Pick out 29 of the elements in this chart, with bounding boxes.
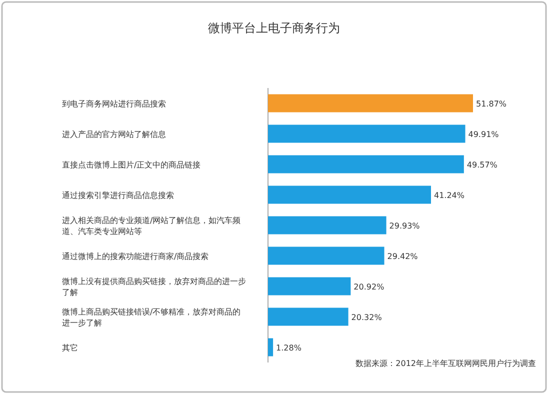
data-label: 1.28%	[276, 343, 302, 352]
y-tick-label: 微博上商品购买链接错误/不够精准，放弃对商品的进一步了解	[62, 307, 241, 328]
bar	[268, 155, 464, 174]
data-label: 49.57%	[466, 160, 498, 170]
y-tick-label: 微博上没有提供商品购买链接，放弃对商品的进一步了解	[62, 276, 246, 297]
bar	[268, 124, 466, 143]
data-label: 29.93%	[389, 221, 420, 230]
data-label: 20.92%	[354, 282, 385, 292]
chart-title: 微博平台上电子商务行为	[208, 21, 340, 35]
y-tick-label: 直接点击微博上图片/正文中的商品链接	[62, 160, 201, 170]
data-label: 29.42%	[387, 252, 418, 261]
y-tick-label: 进入相关商品的专业频道/网站了解信息，如汽车频道、汽车类专业网站等	[62, 216, 241, 236]
bar	[268, 94, 473, 112]
bar	[268, 338, 274, 356]
data-label: 51.87%	[476, 99, 507, 108]
y-tick-label: 通过微博上的搜索功能进行商家/商品搜索	[62, 252, 209, 261]
y-tick-label: 到电子商务网站进行商品搜索	[62, 99, 166, 108]
bar	[268, 308, 348, 326]
bar	[268, 277, 351, 296]
data-label: 20.32%	[351, 312, 382, 322]
annotation: 数据来源：2012年上半年互联网网民用户行为调查	[356, 359, 536, 368]
data-label: 49.91%	[468, 130, 500, 139]
bar	[268, 216, 386, 234]
y-tick-label: 通过搜索引擎进行商品信息搜索	[62, 190, 174, 200]
bar	[268, 186, 431, 204]
y-tick-label: 其它	[62, 343, 78, 352]
data-label: 41.24%	[434, 190, 465, 200]
bar	[268, 246, 384, 265]
y-tick-label: 进入产品的官方网站了解信息	[62, 130, 166, 139]
